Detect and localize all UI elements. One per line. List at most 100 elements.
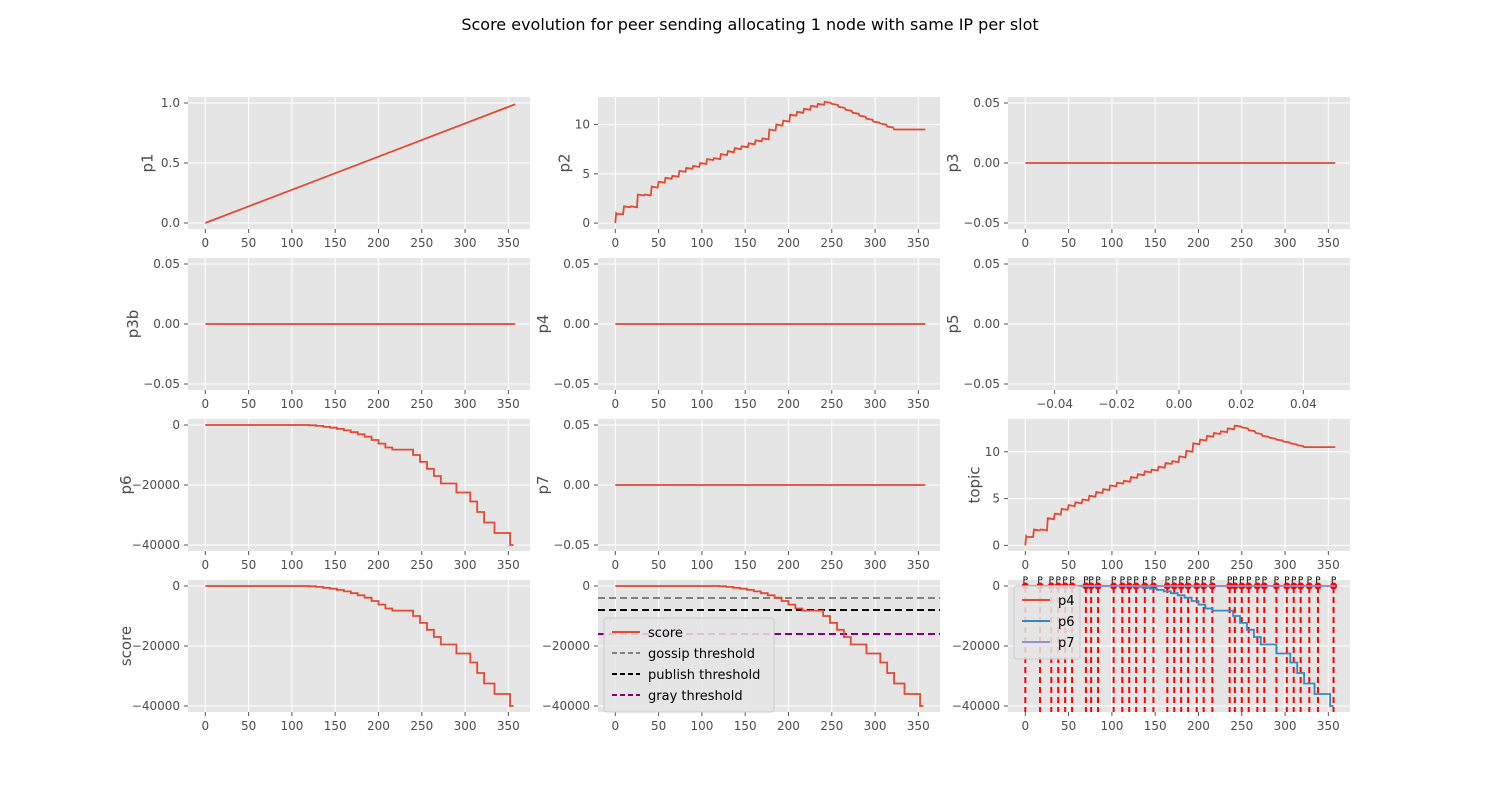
x-tick-label: 50 [651,719,666,733]
x-tick-label: 200 [777,719,800,733]
x-tick-label: 250 [820,236,843,250]
series-line [1024,424,1336,546]
y-axis-label: score [117,626,135,666]
x-tick-label: 0 [611,558,619,572]
y-tick-label: 0.05 [973,257,1000,271]
x-tick-label: 150 [324,236,347,250]
x-tick-label: 300 [454,719,477,733]
y-tick-label: 10 [575,118,590,132]
x-tick-label: 50 [651,397,666,411]
y-tick-label: −40000 [542,699,590,713]
y-axis-label: p4 [534,314,552,333]
x-tick-label: 50 [241,236,256,250]
x-tick-label: 0 [1021,236,1029,250]
x-tick-label: 100 [1100,719,1123,733]
y-tick-label: 0.05 [563,418,590,432]
y-tick-label: 0.05 [563,257,590,271]
x-tick-label: 0 [201,397,209,411]
legend-label: gossip threshold [648,647,755,662]
x-tick-label: 0.02 [1228,397,1255,411]
x-tick-label: 150 [734,719,757,733]
x-tick-label: 50 [651,236,666,250]
y-tick-label: 1.0 [161,96,180,110]
x-tick-label: 150 [324,719,347,733]
x-tick-label: 250 [1230,236,1253,250]
y-axis-label: p6 [117,475,135,494]
y-tick-label: −20000 [132,478,180,492]
event-label: P [1232,576,1238,586]
event-label: P [1210,576,1216,586]
event-label: P [1201,576,1207,586]
x-tick-label: 100 [690,236,713,250]
event-label: P [1274,576,1280,586]
x-tick-label: 350 [497,558,520,572]
x-tick-label: 250 [820,558,843,572]
y-axis-label: p3 [944,153,962,172]
x-tick-label: 250 [410,719,433,733]
x-tick-label: 100 [690,719,713,733]
x-tick-label: 300 [454,397,477,411]
y-tick-label: 0.00 [563,317,590,331]
x-tick-label: 0 [1021,719,1029,733]
x-tick-label: 0.04 [1290,397,1317,411]
subplot: 0 50 100 150 200 250 300 350 −0.05 0.00 0.05 p7 [534,418,940,572]
y-tick-label: 5 [992,492,1000,506]
y-tick-label: −0.05 [553,377,590,391]
event-label: P [1291,576,1297,586]
legend-label: gray threshold [648,689,743,704]
plot-area [598,97,940,229]
x-tick-label: 350 [497,397,520,411]
x-tick-label: 300 [864,397,887,411]
x-tick-label: 350 [907,719,930,733]
y-tick-label: 0 [992,579,1000,593]
x-tick-label: 200 [367,397,390,411]
x-tick-label: 50 [1061,558,1076,572]
x-tick-label: −0.02 [1098,397,1135,411]
y-tick-label: 0 [172,579,180,593]
x-tick-label: 200 [367,236,390,250]
y-tick-label: 5 [582,167,590,181]
x-tick-label: 50 [651,558,666,572]
x-tick-label: 300 [1274,719,1297,733]
x-tick-label: 250 [820,397,843,411]
x-tick-label: 0.00 [1166,397,1193,411]
event-label: P [1331,576,1337,586]
event-label: P [1194,576,1200,586]
y-tick-label: −0.05 [553,538,590,552]
x-tick-label: 250 [410,397,433,411]
x-tick-label: 100 [280,719,303,733]
x-tick-label: 150 [1144,719,1167,733]
legend-label: p4 [1058,594,1075,609]
x-tick-label: 150 [324,397,347,411]
subplot: 0 50 100 150 200 250 300 350 0.0 0.5 1.0 p1 [138,96,530,250]
legend-label: publish threshold [648,668,760,683]
y-axis-label: p3b [124,310,142,339]
x-tick-label: 300 [1274,558,1297,572]
x-tick-label: 0 [201,558,209,572]
x-tick-label: 100 [1100,558,1123,572]
subplot: 0 50 100 150 200 250 300 350 −0.05 0.00 0.05 p3 [944,96,1350,250]
event-label: P [1083,576,1089,586]
legend-label: p7 [1058,636,1075,651]
y-axis-label: p7 [534,475,552,494]
series-line [205,424,514,546]
legend: p4 p6 p7 [1013,585,1081,660]
y-tick-label: 0 [582,216,590,230]
y-tick-label: −40000 [952,699,1000,713]
event-label: P [1111,576,1117,586]
x-tick-label: 250 [1230,719,1253,733]
x-tick-label: 0 [611,397,619,411]
y-axis-label: topic [966,467,984,504]
x-tick-label: 100 [280,236,303,250]
event-label: P [1298,576,1304,586]
y-tick-label: −0.05 [143,377,180,391]
subplot: −0.04 −0.02 0.00 0.02 0.04 −0.05 0.00 0.05 p5 [944,257,1350,411]
legend-label: p6 [1058,615,1075,630]
event-label: P [1165,576,1171,586]
x-tick-label: 100 [690,397,713,411]
y-tick-label: 0.05 [153,257,180,271]
subplot: 0 50 100 150 200 250 300 350 −0.05 0.00 0.05 p3b [124,257,530,411]
subplot: 0 50 100 150 200 250 300 350 −40000 −20000 0 p6 [117,418,530,572]
